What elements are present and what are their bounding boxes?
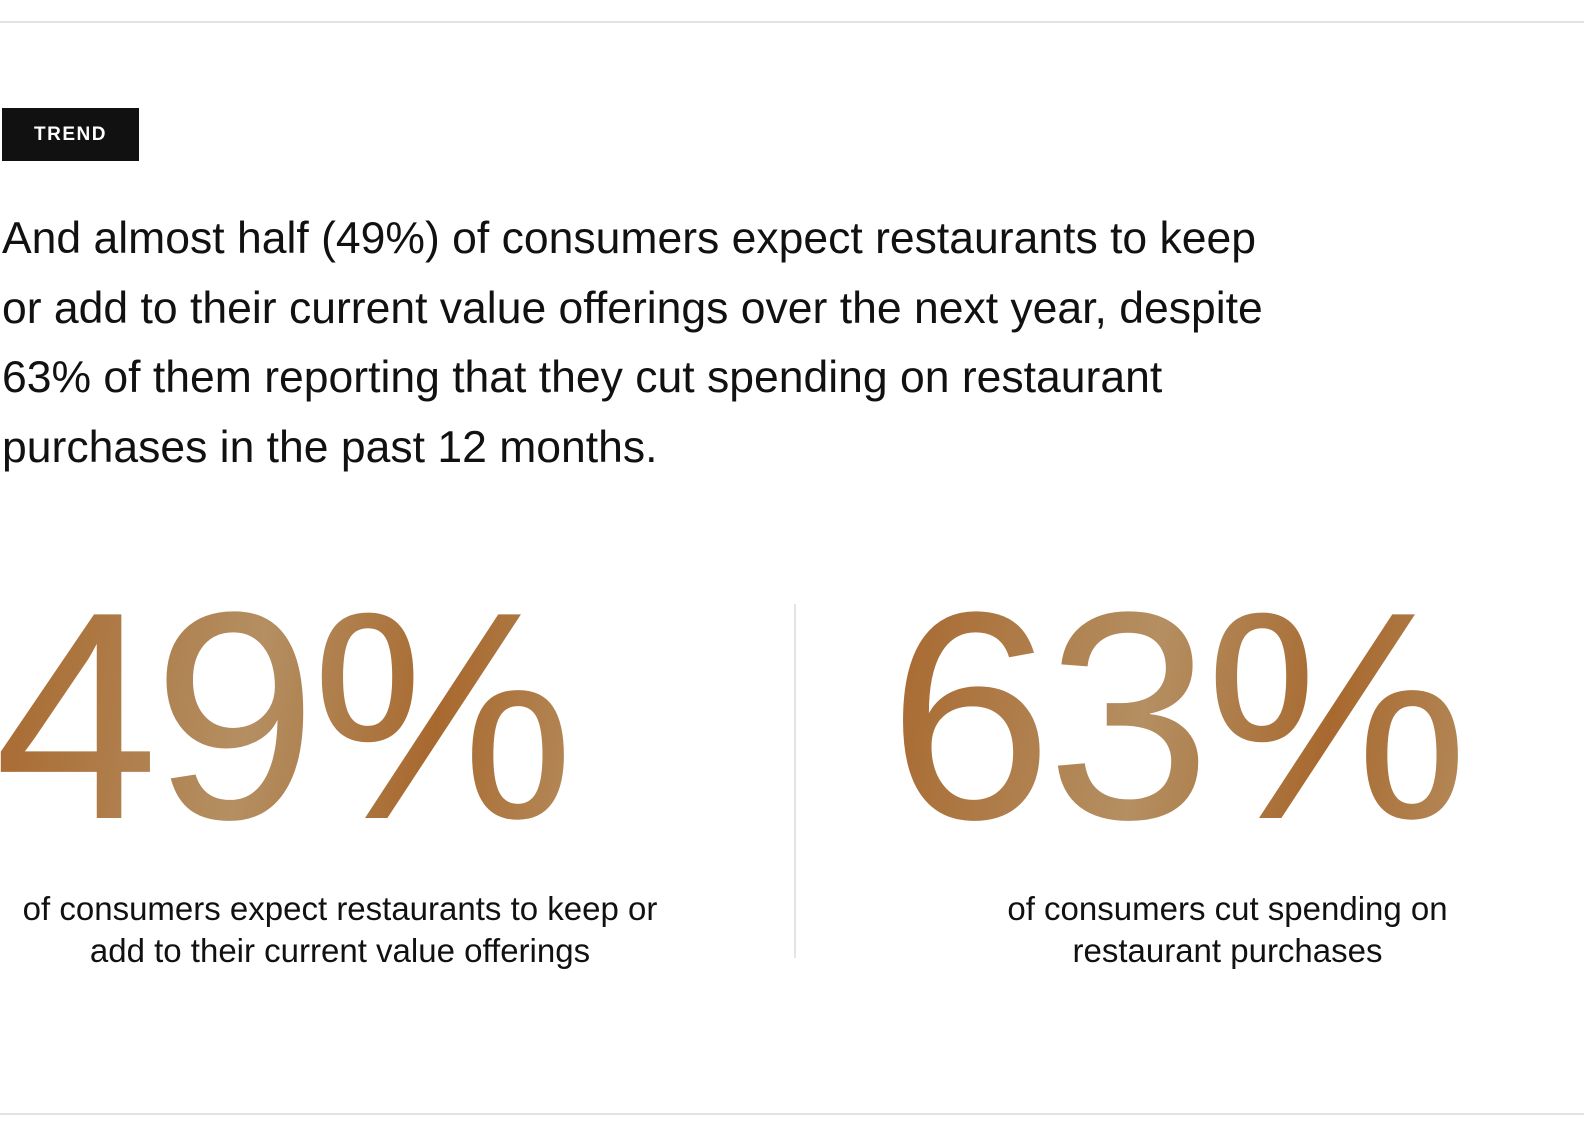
stat-value: 63% xyxy=(888,550,1468,881)
stat-block-consumers-cut-spending: 63% of consumers cut spending on restaur… xyxy=(800,566,1584,986)
vertical-divider xyxy=(794,604,796,958)
stat-block-consumers-expect-value: 49% of consumers expect restaurants to k… xyxy=(0,566,790,986)
top-divider xyxy=(0,21,1584,23)
stat-caption: of consumers cut spending on restaurant … xyxy=(1007,890,1448,969)
bottom-divider xyxy=(0,1113,1584,1115)
trend-tag: TREND xyxy=(2,108,139,161)
stat-value: 49% xyxy=(0,566,574,866)
stat-caption: of consumers expect restaurants to keep … xyxy=(22,890,658,969)
headline-text: And almost half (49%) of consumers expec… xyxy=(2,214,1263,472)
